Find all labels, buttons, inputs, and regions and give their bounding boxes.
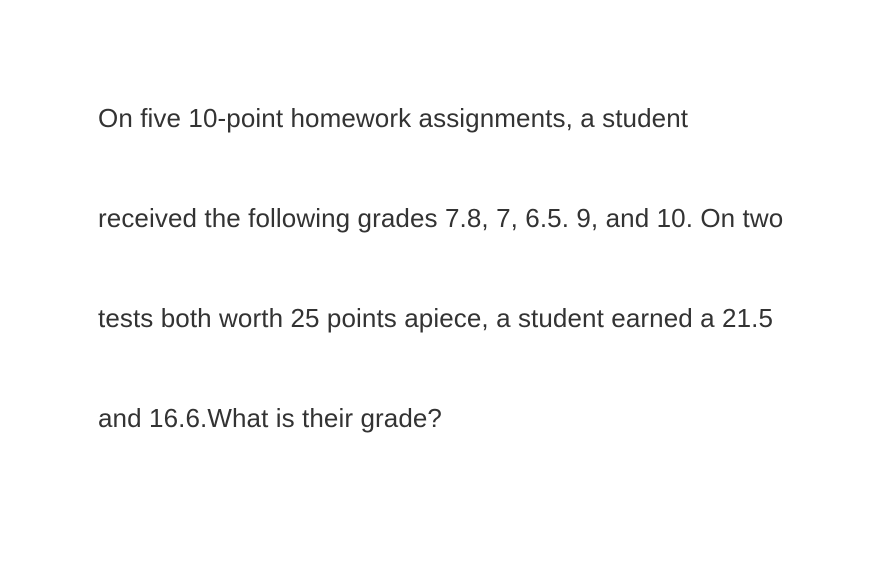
question-text: On five 10-point homework assignments, a… (98, 68, 790, 468)
question-container: On five 10-point homework assignments, a… (0, 0, 878, 468)
